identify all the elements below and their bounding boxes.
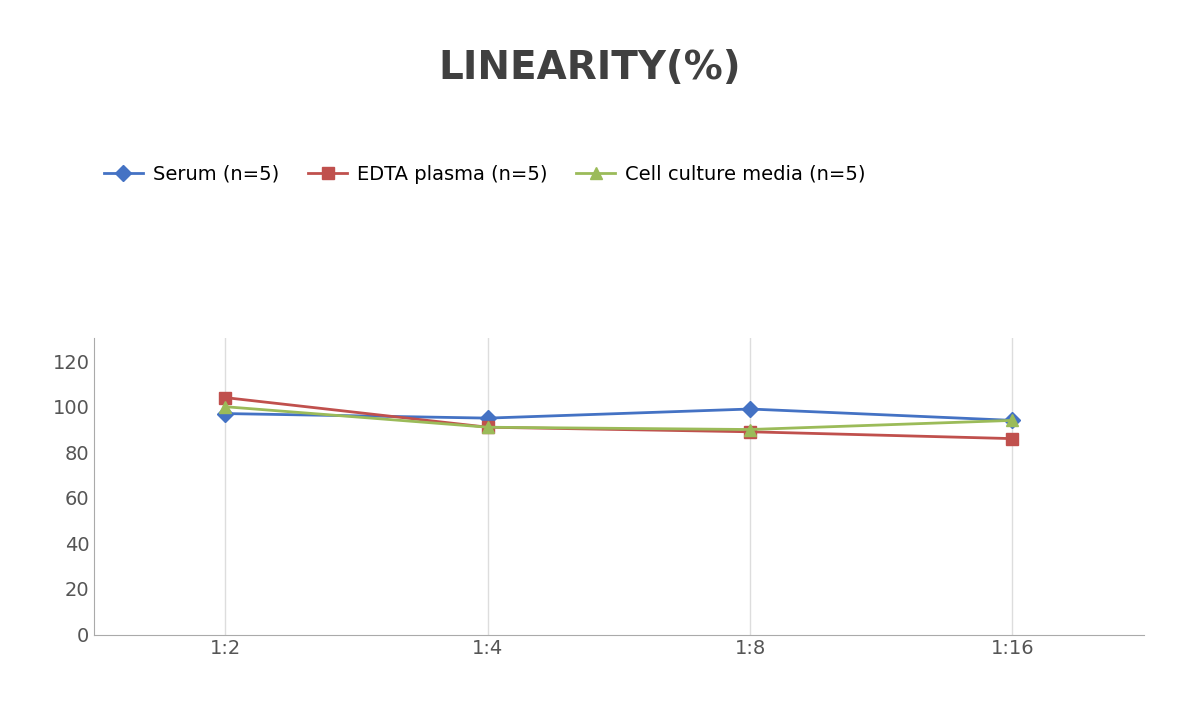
- Serum (n=5): [218, 410, 232, 418]
- Line: Cell culture media (n=5): Cell culture media (n=5): [219, 400, 1019, 436]
- Text: LINEARITY(%): LINEARITY(%): [439, 49, 740, 87]
- EDTA plasma (n=5): [481, 423, 495, 431]
- Serum (n=5): [481, 414, 495, 422]
- Line: EDTA plasma (n=5): EDTA plasma (n=5): [220, 392, 1017, 444]
- EDTA plasma (n=5): [218, 393, 232, 402]
- Legend: Serum (n=5), EDTA plasma (n=5), Cell culture media (n=5): Serum (n=5), EDTA plasma (n=5), Cell cul…: [104, 164, 865, 183]
- Serum (n=5): [1006, 416, 1020, 424]
- Cell culture media (n=5): [481, 423, 495, 431]
- Serum (n=5): [743, 405, 757, 413]
- Line: Serum (n=5): Serum (n=5): [220, 403, 1017, 426]
- Cell culture media (n=5): [218, 403, 232, 411]
- Cell culture media (n=5): [1006, 416, 1020, 424]
- Cell culture media (n=5): [743, 425, 757, 434]
- EDTA plasma (n=5): [743, 427, 757, 436]
- EDTA plasma (n=5): [1006, 434, 1020, 443]
